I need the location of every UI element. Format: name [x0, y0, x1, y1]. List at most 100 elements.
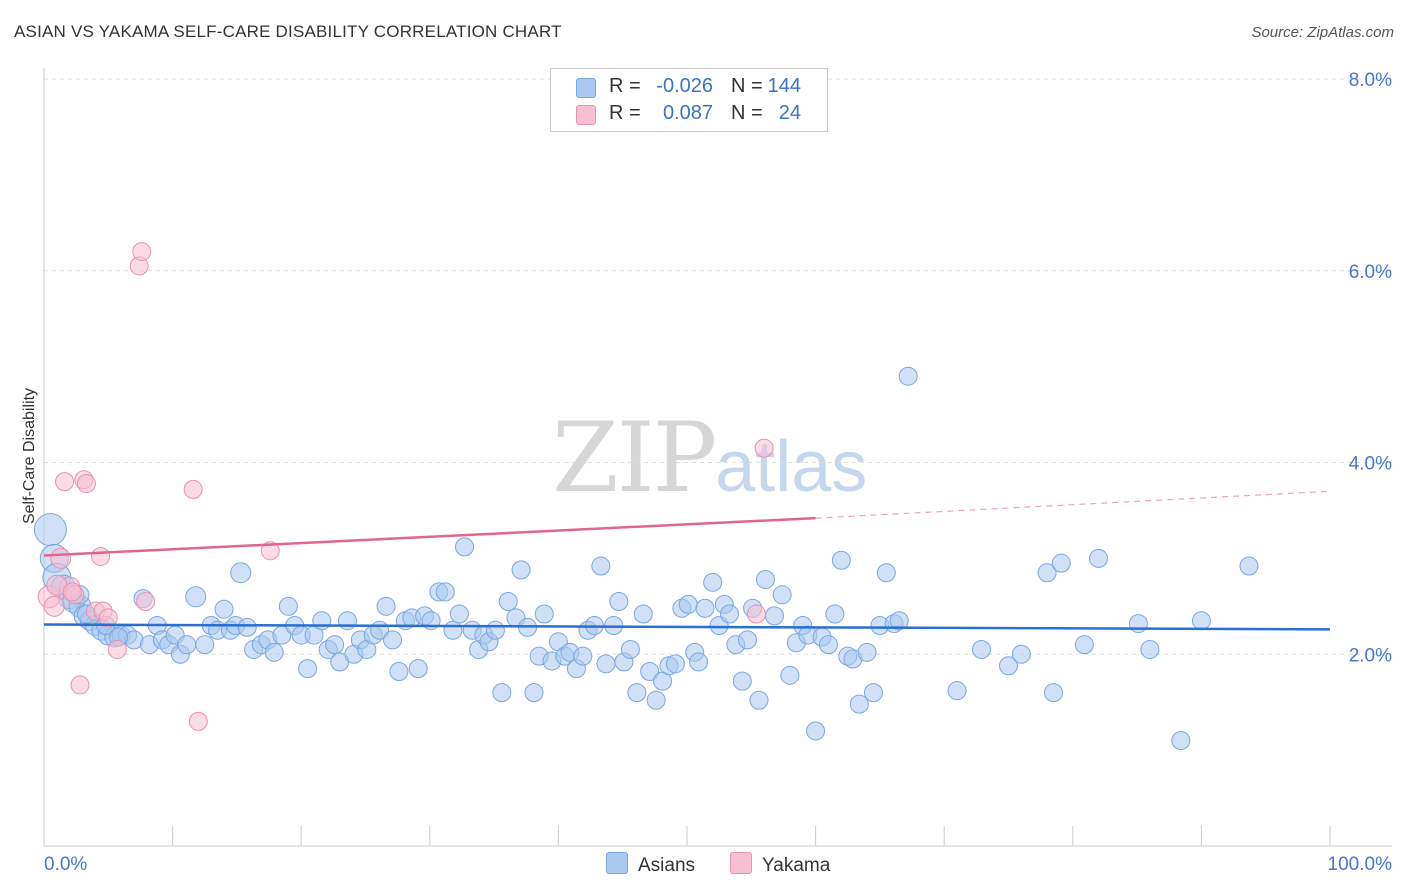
y-tick-label: 6.0% — [1349, 262, 1392, 283]
asian-point — [695, 598, 715, 618]
asian-point — [408, 659, 428, 679]
asian-point — [1140, 639, 1160, 659]
source-label: Source: ZipAtlas.com — [1251, 24, 1394, 41]
asian-point — [732, 671, 752, 691]
asian-point — [818, 635, 838, 655]
asian-point — [1191, 611, 1211, 631]
asian-point — [755, 569, 775, 589]
yakama-trend-line — [43, 516, 816, 557]
yakama-point — [754, 438, 774, 458]
asian-point — [876, 563, 896, 583]
asian-point — [1089, 548, 1109, 568]
asian-point — [609, 592, 629, 612]
asian-point — [1171, 731, 1191, 751]
legend-r-value: 0.087 — [662, 102, 713, 124]
legend-row-asians: R = -0.026 N = 144 — [551, 74, 827, 100]
yakama-point — [183, 479, 203, 499]
asian-point — [703, 572, 723, 592]
asian-point — [485, 620, 505, 640]
y-tick-label: 8.0% — [1349, 70, 1392, 91]
asian-series — [33, 366, 1259, 751]
asian-point — [195, 635, 215, 655]
bottom-swatch-yakama — [730, 852, 752, 874]
y-axis-label: Self-Care Disability — [21, 388, 38, 524]
asian-point — [825, 604, 845, 624]
asian-trend-line — [43, 623, 1331, 631]
asian-point — [337, 611, 357, 631]
yakama-point — [70, 675, 90, 695]
x-tick-labels: 0.0% 100.0% — [44, 854, 1392, 875]
yakama-point — [136, 592, 156, 612]
asian-point — [573, 646, 593, 666]
yakama-point — [107, 639, 127, 659]
asian-point — [1011, 644, 1031, 664]
asian-point — [591, 556, 611, 576]
asian-point — [298, 659, 318, 679]
asian-point — [1037, 563, 1057, 583]
asian-point — [849, 694, 869, 714]
legend-r-value: -0.026 — [656, 75, 713, 97]
legend-swatch-asians — [576, 78, 596, 98]
yakama-point — [50, 547, 72, 569]
watermark: ZIPatlas — [552, 402, 867, 514]
watermark-atlas: atlas — [715, 427, 868, 507]
asian-point — [633, 604, 653, 624]
legend: R = -0.026 N = 144 R = 0.087 N = 24 — [550, 68, 828, 132]
asian-point — [383, 630, 403, 650]
asian-point — [806, 721, 826, 741]
asian-point — [524, 683, 544, 703]
asian-point — [772, 585, 792, 605]
bottom-swatch-asians — [606, 852, 628, 874]
asian-point — [749, 690, 769, 710]
legend-n-label: N = — [731, 75, 763, 97]
axes — [43, 68, 1392, 847]
legend-row-yakama: R = 0.087 N = 24 — [551, 101, 827, 127]
asian-point — [443, 620, 463, 640]
bottom-legend-yakama: Yakama — [730, 852, 830, 877]
asian-point — [620, 639, 640, 659]
asian-point — [889, 611, 909, 631]
bottom-legend-yakama-label: Yakama — [762, 855, 831, 876]
legend-n-value: 144 — [767, 75, 801, 97]
legend-r-label: R = — [609, 75, 641, 97]
yakama-series — [37, 242, 774, 731]
legend-r-label: R = — [609, 102, 641, 124]
yakama-point — [91, 546, 111, 566]
asian-point — [177, 635, 197, 655]
asian-point — [665, 654, 685, 674]
asian-point — [1239, 556, 1259, 576]
yakama-point — [188, 711, 208, 731]
asian-point — [678, 594, 698, 614]
x-tick-label: 100.0% — [1328, 854, 1393, 875]
asian-point — [780, 665, 800, 685]
asian-point — [230, 562, 252, 584]
bottom-legend-asians: Asians — [606, 852, 695, 877]
legend-n-label: N = — [731, 102, 763, 124]
asian-point — [389, 662, 409, 682]
asian-point — [689, 652, 709, 672]
yakama-point — [43, 595, 65, 617]
asian-point — [214, 599, 234, 619]
asian-point — [646, 690, 666, 710]
asian-point — [898, 366, 918, 386]
y-tick-label: 4.0% — [1349, 454, 1392, 475]
asian-point — [264, 642, 284, 662]
asian-point — [640, 662, 660, 682]
asian-point — [1044, 683, 1064, 703]
asian-point — [237, 617, 257, 637]
yakama-trend-extension — [815, 490, 1331, 519]
yakama-point — [132, 242, 152, 262]
y-tick-label: 2.0% — [1349, 645, 1392, 666]
yakama-point — [76, 474, 96, 494]
asian-point — [719, 604, 739, 624]
bottom-legend-asians-label: Asians — [638, 855, 696, 876]
yakama-point — [62, 582, 82, 602]
asian-point — [999, 656, 1018, 676]
yakama-point — [98, 608, 118, 628]
asian-point — [435, 582, 455, 602]
asian-point — [449, 604, 469, 624]
asian-point — [185, 586, 207, 608]
asian-point — [278, 596, 298, 616]
watermark-zip: ZIP — [552, 402, 717, 514]
